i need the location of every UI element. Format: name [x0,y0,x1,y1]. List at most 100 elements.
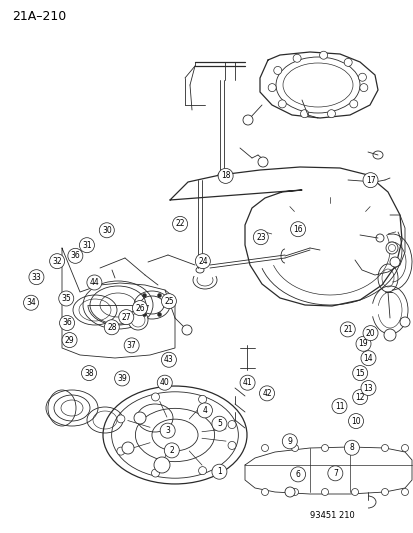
Circle shape [327,110,335,118]
Circle shape [355,336,370,351]
Circle shape [157,375,172,390]
Text: 20: 20 [365,329,375,337]
Circle shape [228,441,235,449]
Text: 4: 4 [202,406,207,415]
Circle shape [240,375,254,390]
Text: 93451 210: 93451 210 [309,511,354,520]
Circle shape [282,434,297,449]
Text: 37: 37 [126,341,136,350]
Text: 42: 42 [261,389,271,398]
Circle shape [351,489,358,496]
Text: 15: 15 [354,369,364,377]
Text: 8: 8 [349,443,354,452]
Text: 23: 23 [255,233,265,241]
Circle shape [291,445,298,451]
Circle shape [360,381,375,395]
Text: 17: 17 [365,176,375,184]
Circle shape [383,329,395,341]
Circle shape [253,230,268,245]
Circle shape [362,173,377,188]
Text: 24: 24 [197,257,207,265]
Circle shape [399,317,409,327]
Circle shape [401,445,408,451]
Circle shape [268,84,275,92]
Circle shape [349,100,357,108]
Circle shape [290,222,305,237]
Circle shape [257,157,267,167]
Circle shape [290,467,305,482]
Text: 27: 27 [121,313,131,321]
Circle shape [135,303,139,307]
Circle shape [292,54,300,62]
Text: 14: 14 [363,354,373,362]
Circle shape [116,415,125,423]
Circle shape [228,421,235,429]
Circle shape [385,242,397,254]
Circle shape [273,67,281,75]
Text: 9: 9 [287,437,292,446]
Text: 39: 39 [117,374,127,383]
Text: 43: 43 [164,356,173,364]
Circle shape [182,325,192,335]
Circle shape [157,294,161,297]
Text: 18: 18 [221,172,230,180]
Circle shape [331,399,346,414]
Text: 34: 34 [26,298,36,307]
Circle shape [68,248,83,263]
Circle shape [360,351,375,366]
Text: 22: 22 [175,220,184,228]
Circle shape [157,312,161,317]
Circle shape [161,352,176,367]
Text: 5: 5 [216,419,221,428]
Circle shape [29,270,44,285]
Circle shape [380,489,387,496]
Text: 11: 11 [334,402,343,410]
Text: 25: 25 [164,297,173,305]
Circle shape [327,466,342,481]
Text: 28: 28 [107,323,116,332]
Circle shape [104,320,119,335]
Circle shape [128,310,147,330]
Circle shape [165,303,169,307]
Circle shape [172,216,187,231]
Circle shape [151,469,159,477]
Text: 16: 16 [292,225,302,233]
Circle shape [278,100,285,108]
Circle shape [198,395,206,403]
Circle shape [362,326,377,341]
Circle shape [321,445,328,451]
Circle shape [358,73,366,81]
Circle shape [197,403,212,418]
Circle shape [62,333,77,348]
Circle shape [339,322,354,337]
Text: 33: 33 [31,273,41,281]
Circle shape [81,366,96,381]
Circle shape [401,489,408,496]
Circle shape [160,423,175,438]
Circle shape [348,414,363,429]
Circle shape [261,489,268,496]
Text: 36: 36 [70,252,80,260]
Text: 21: 21 [342,325,351,334]
Text: 1: 1 [216,467,221,476]
Circle shape [261,445,268,451]
Circle shape [321,489,328,496]
Circle shape [79,238,94,253]
Circle shape [284,487,294,497]
Text: 6: 6 [295,470,300,479]
Circle shape [122,442,134,454]
Circle shape [389,257,399,267]
Circle shape [259,386,274,401]
Circle shape [380,445,387,451]
Circle shape [119,310,133,325]
Circle shape [161,294,176,309]
Circle shape [195,254,210,269]
Text: 19: 19 [358,340,368,348]
Circle shape [151,393,159,401]
Circle shape [344,440,358,455]
Circle shape [142,312,146,317]
Text: 3: 3 [165,426,170,435]
Circle shape [134,412,146,424]
Circle shape [87,275,102,290]
Circle shape [124,338,139,353]
